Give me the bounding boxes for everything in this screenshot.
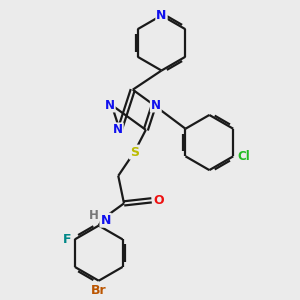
Text: Cl: Cl [238,150,250,163]
Text: N: N [100,214,111,227]
Text: N: N [105,98,115,112]
Text: N: N [156,9,167,22]
Text: H: H [88,209,98,222]
Text: O: O [154,194,164,207]
Text: Br: Br [91,284,106,297]
Text: S: S [130,146,139,159]
Text: N: N [113,123,123,136]
Text: N: N [151,98,161,112]
Text: F: F [63,233,72,246]
